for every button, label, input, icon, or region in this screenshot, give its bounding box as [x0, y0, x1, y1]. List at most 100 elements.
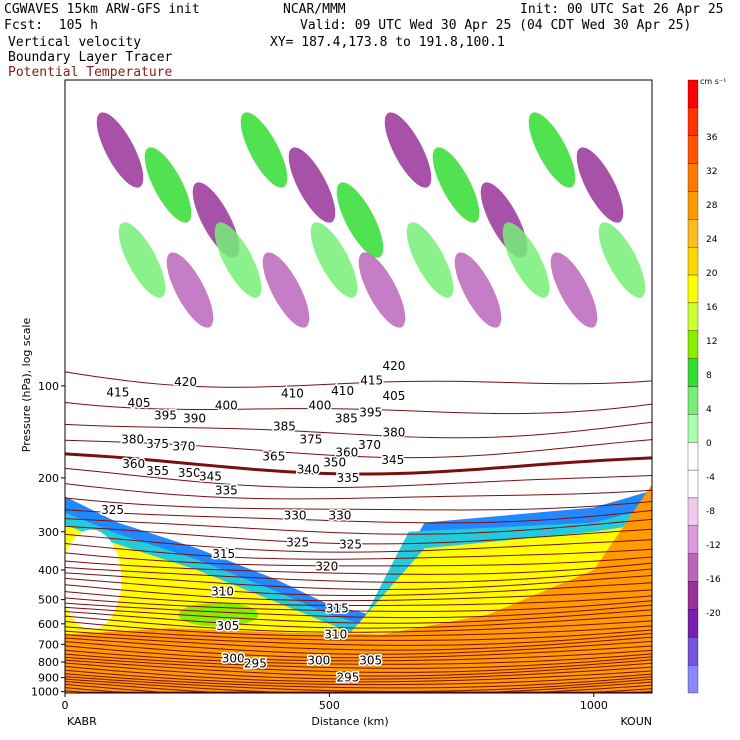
theta-label: 310: [324, 627, 347, 641]
colorbar-tick-label: 28: [706, 201, 718, 211]
field-potential-temperature: Potential Temperature: [8, 65, 173, 80]
x-tick-label: 1000: [580, 699, 608, 712]
colorbar-tick-label: 16: [706, 303, 718, 313]
theta-contour: [65, 673, 652, 689]
theta-label: 410: [281, 387, 304, 401]
y-tick-label: 400: [38, 564, 59, 577]
theta-label: 380: [382, 425, 405, 439]
tracer-orange: [65, 484, 652, 693]
colorbar-swatch: [687, 274, 699, 304]
theta-contour: [65, 602, 652, 619]
theta-label: 385: [273, 420, 296, 434]
upper-wave-band: [118, 222, 166, 298]
colorbar-tick-label: -12: [706, 541, 721, 551]
colorbar-swatch: [687, 191, 699, 220]
theta-contour: [65, 649, 652, 665]
colorbar-tick-label: 12: [706, 337, 717, 347]
colorbar-swatch: [687, 135, 699, 164]
theta-label: 315: [212, 547, 235, 561]
theta-contour: [65, 606, 652, 624]
colorbar-tick-label: 24: [706, 235, 718, 245]
y-tick-label: 900: [38, 672, 59, 685]
theta-contour: [65, 676, 652, 692]
colorbar-swatch: [687, 386, 699, 415]
upper-wave-band: [502, 222, 550, 298]
forecast-hour: Fcst: 105 h: [4, 18, 98, 33]
theta-label: 415: [360, 373, 383, 387]
theta-label: 300: [307, 653, 330, 667]
theta-contour: [65, 518, 652, 535]
colorbar-swatch: [687, 442, 699, 471]
theta-contour: [65, 543, 652, 560]
valid-time: Valid: 09 UTC Wed 30 Apr 25 (04 CDT Wed …: [300, 18, 692, 33]
colorbar-tick-label: 0: [706, 439, 712, 449]
theta-contour: [65, 662, 652, 680]
colorbar-swatch: [687, 664, 699, 694]
y-axis-title: Pressure (hPa), log scale: [20, 318, 33, 453]
colorbar-swatch: [687, 330, 699, 359]
theta-label: 325: [286, 535, 309, 549]
field-boundary-layer-tracer: Boundary Layer Tracer: [8, 50, 173, 65]
theta-label: 315: [326, 602, 349, 616]
colorbar-swatch: [687, 247, 699, 276]
theta-label: 400: [308, 399, 331, 413]
theta-contour: [65, 483, 652, 500]
x-tick-label: 500: [319, 699, 340, 712]
theta-label: 375: [299, 433, 322, 447]
theta-label: 385: [335, 412, 358, 426]
upper-wave-band: [598, 222, 646, 298]
boundary-layer-tracer: [65, 484, 652, 693]
colorbar-swatch: [687, 469, 699, 499]
upper-wave-band: [96, 112, 144, 188]
theta-label: 415: [106, 385, 129, 399]
colorbar-swatch: [687, 553, 699, 582]
y-tick-label: 200: [38, 472, 59, 485]
theta-label: 365: [262, 449, 285, 463]
colorbar-swatch: [687, 107, 699, 136]
upper-wave-band: [166, 252, 214, 328]
y-tick-label: 800: [38, 656, 59, 669]
theta-contour: [65, 509, 652, 524]
colorbar-swatch: [687, 525, 699, 554]
theta-contour: [65, 552, 652, 567]
theta-label: 405: [382, 389, 405, 403]
upper-wave-band: [336, 182, 384, 258]
upper-wave-band: [528, 112, 576, 188]
theta-label: 320: [315, 560, 338, 574]
theta-contour: [65, 452, 652, 476]
theta-contour: [65, 666, 652, 683]
theta-label: 395: [359, 405, 382, 419]
theta-label: 420: [382, 359, 405, 373]
theta-contour: [65, 402, 652, 415]
theta-label: 355: [146, 464, 169, 478]
theta-label: 350: [178, 466, 201, 480]
upper-wave-band: [288, 147, 336, 223]
theta-label: 325: [339, 537, 362, 551]
y-tick-label: 600: [38, 618, 59, 631]
theta-contour: [65, 626, 652, 641]
theta-contour: [65, 577, 652, 596]
field-vertical-velocity: Vertical velocity: [8, 35, 142, 50]
theta-label: 295: [336, 671, 359, 685]
colorbar-tick-label: -4: [706, 473, 715, 483]
upper-wave-band: [384, 112, 432, 188]
upper-wave-band-layer: [96, 112, 646, 328]
theta-label: 360: [335, 445, 358, 459]
init-time: Init: 00 UTC Sat 26 Apr 25: [520, 2, 724, 17]
theta-contour: [65, 645, 652, 662]
theta-label: 325: [101, 503, 124, 517]
theta-contour: [65, 597, 652, 612]
theta-contour: [65, 584, 652, 602]
theta-label: 345: [381, 453, 404, 467]
colorbar-swatch: [687, 163, 699, 192]
theta-contour: [65, 615, 652, 633]
theta-contour: [65, 659, 652, 677]
colorbar-tick-label: 20: [706, 269, 718, 279]
theta-contour: [65, 533, 652, 553]
theta-contour: [65, 669, 652, 686]
theta-label: 370: [358, 438, 381, 452]
y-tick-label: 100: [38, 380, 59, 393]
theta-label: 360: [122, 457, 145, 471]
colorbar-swatch: [687, 609, 699, 638]
colorbar-tick-label: 36: [706, 133, 718, 143]
